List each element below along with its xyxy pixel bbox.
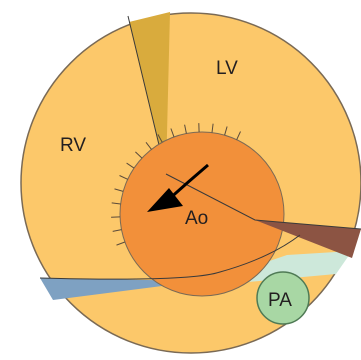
pa-label: PA [268,290,292,311]
ao-label: Ao [185,208,208,229]
lv-label: LV [216,58,238,79]
rv-label: RV [60,135,86,156]
